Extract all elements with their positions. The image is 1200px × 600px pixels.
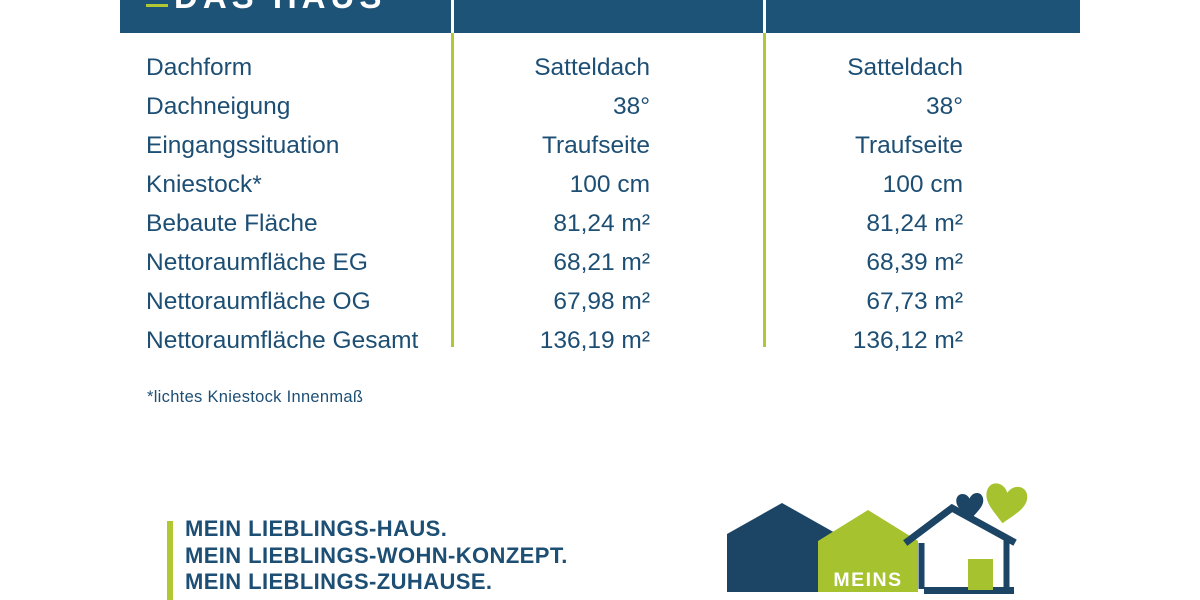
slogan-line: MEIN LIEBLINGS-ZUHAUSE. — [185, 569, 493, 595]
green-door-icon — [968, 559, 993, 590]
spec-value-house-1: Traufseite — [541, 132, 650, 159]
spec-value-house-2: 81,24 m² — [866, 210, 963, 237]
spec-value-house-2: 68,39 m² — [866, 249, 963, 276]
kniestock-footnote: *lichtes Kniestock Innenmaß — [147, 388, 364, 406]
spec-label: Dachform — [146, 54, 253, 81]
green-house-icon — [818, 510, 918, 592]
wordmark: DAS HAUS — [174, 0, 474, 12]
spec-label: Eingangssituation — [146, 132, 340, 159]
spec-label: Bebaute Fläche — [146, 210, 318, 237]
spec-value-house-2: Traufseite — [854, 132, 963, 159]
spec-value-house-2: 100 cm — [882, 171, 963, 198]
column-separator-line — [763, 33, 766, 347]
spec-value-house-1: 38° — [612, 93, 650, 120]
column-separator-line — [451, 33, 454, 347]
spec-value-house-2: 38° — [925, 93, 963, 120]
spec-label: Nettoraumfläche Gesamt — [146, 327, 419, 354]
spec-label: Nettoraumfläche EG — [146, 249, 368, 276]
column-divider — [763, 0, 766, 33]
table-header-bar: DAS HAUS — [120, 0, 1080, 33]
spec-value-house-1: 136,19 m² — [539, 327, 650, 354]
spec-label: Kniestock* — [146, 171, 262, 198]
house-2-values-column: Satteldach 38° Traufseite 100 cm 81,24 m² 68,… — [768, 48, 963, 360]
slogan-line: MEIN LIEBLINGS-WOHN-KONZEPT. — [185, 542, 568, 568]
logo-meins-text: MEINS — [833, 569, 902, 591]
slogan-line: MEIN LIEBLINGS-HAUS. — [185, 516, 448, 541]
spec-value-house-2: Satteldach — [847, 54, 963, 81]
slogan-accent-bar — [167, 521, 173, 600]
wordmark-text: DAS HAUS — [174, 0, 474, 12]
spec-label: Dachneigung — [146, 93, 291, 120]
spec-value-house-1: 68,21 m² — [553, 249, 650, 276]
column-divider — [451, 0, 454, 33]
navy-house-icon — [727, 503, 837, 592]
navy-heart-icon — [956, 493, 984, 519]
spec-value-house-2: 67,73 m² — [866, 288, 963, 315]
green-heart-icon — [986, 483, 1028, 524]
spec-value-house-2: 136,12 m² — [852, 327, 963, 354]
outline-house-icon — [903, 503, 1017, 594]
spec-label: Nettoraumfläche OG — [146, 288, 371, 315]
house-1-values-column: Satteldach 38° Traufseite 100 cm 81,24 m² 68,… — [455, 48, 650, 360]
spec-value-house-1: 67,98 m² — [553, 288, 650, 315]
brand-slogan: MEIN LIEBLINGS-HAUS. MEIN LIEBLINGS-WOHN-… — [185, 516, 568, 596]
spec-value-house-1: 100 cm — [569, 171, 650, 198]
spec-value-house-1: 81,24 m² — [553, 210, 650, 237]
meins-houses-logo: MEINS — [727, 483, 1028, 594]
wordmark-underscore — [146, 4, 168, 7]
spec-labels-column: Dachform Dachneigung Eingangssituation Knie… — [146, 48, 446, 360]
spec-value-house-1: Satteldach — [534, 54, 650, 81]
